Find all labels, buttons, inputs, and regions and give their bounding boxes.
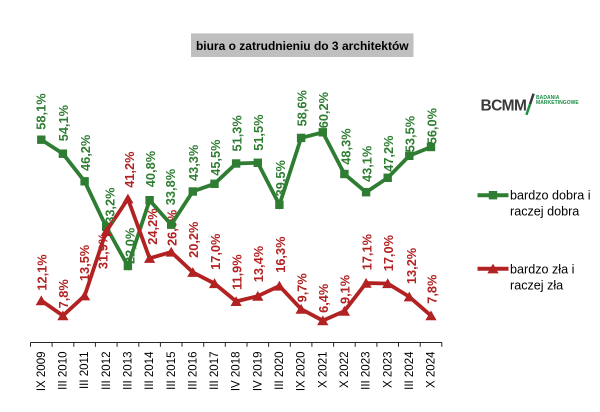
svg-text:X 2022: X 2022	[339, 352, 351, 388]
svg-text:III 2012: III 2012	[101, 352, 113, 390]
svg-text:III 2015: III 2015	[166, 352, 178, 390]
svg-text:60,2%: 60,2%	[316, 91, 331, 128]
svg-text:48,3%: 48,3%	[339, 128, 354, 165]
svg-text:41,2%: 41,2%	[122, 151, 137, 188]
svg-text:33,8%: 33,8%	[163, 168, 178, 205]
svg-text:9,1%: 9,1%	[338, 274, 353, 304]
svg-text:51,3%: 51,3%	[229, 115, 244, 152]
svg-text:III 2014: III 2014	[144, 351, 156, 390]
svg-text:22,0%: 22,0%	[123, 227, 138, 264]
svg-text:11,9%: 11,9%	[229, 254, 244, 290]
svg-text:45,5%: 45,5%	[208, 139, 223, 176]
svg-text:58,1%: 58,1%	[34, 93, 49, 130]
svg-text:51,5%: 51,5%	[251, 114, 266, 151]
svg-text:17,1%: 17,1%	[359, 233, 374, 270]
svg-text:bardzo dobra i: bardzo dobra i	[510, 189, 591, 203]
svg-text:13,5%: 13,5%	[77, 244, 92, 281]
svg-text:33,2%: 33,2%	[103, 187, 118, 224]
svg-text:20,2%: 20,2%	[186, 221, 201, 258]
svg-text:7,8%: 7,8%	[56, 279, 71, 309]
svg-text:bardzo zła i: bardzo zła i	[510, 262, 574, 276]
svg-text:III 2016: III 2016	[187, 352, 199, 390]
svg-text:raczej zła: raczej zła	[510, 278, 563, 292]
svg-text:53,5%: 53,5%	[403, 115, 418, 152]
svg-text:X 2021: X 2021	[317, 352, 329, 388]
svg-text:47,2%: 47,2%	[381, 135, 396, 172]
svg-text:24,2%: 24,2%	[145, 208, 160, 245]
svg-text:MARKETINGOWE: MARKETINGOWE	[536, 100, 579, 106]
svg-text:54,1%: 54,1%	[56, 104, 71, 141]
svg-text:III 2010: III 2010	[58, 352, 70, 390]
svg-text:BCMM: BCMM	[481, 98, 527, 115]
svg-text:biura o zatrudnieniu do 3 arch: biura o zatrudnieniu do 3 architektów	[196, 39, 409, 53]
svg-text:III 2017: III 2017	[209, 352, 221, 390]
svg-text:9,7%: 9,7%	[294, 273, 309, 303]
svg-text:III 2013: III 2013	[123, 352, 135, 390]
svg-text:43,1%: 43,1%	[359, 145, 374, 182]
svg-text:12,1%: 12,1%	[35, 254, 50, 291]
svg-text:16,3%: 16,3%	[273, 236, 288, 273]
svg-text:BADANIA: BADANIA	[536, 95, 560, 101]
svg-text:6,4%: 6,4%	[316, 283, 331, 313]
svg-text:7,8%: 7,8%	[424, 274, 439, 304]
svg-text:IV 2019: IV 2019	[252, 352, 264, 392]
svg-text:46,2%: 46,2%	[78, 134, 93, 171]
svg-text:13,2%: 13,2%	[404, 247, 419, 284]
svg-text:X 2023: X 2023	[382, 352, 394, 388]
svg-text:40,8%: 40,8%	[143, 150, 158, 187]
svg-text:58,6%: 58,6%	[294, 89, 309, 126]
svg-text:III 2023: III 2023	[361, 352, 373, 390]
svg-text:56,0%: 56,0%	[424, 107, 439, 144]
svg-text:III 2011: III 2011	[79, 352, 91, 390]
svg-text:43,3%: 43,3%	[186, 144, 201, 181]
svg-text:III 2024: III 2024	[404, 351, 416, 390]
svg-text:39,5%: 39,5%	[273, 159, 288, 196]
svg-text:13,4%: 13,4%	[251, 245, 266, 282]
svg-text:X 2024: X 2024	[426, 351, 438, 388]
svg-text:31,9%: 31,9%	[96, 232, 111, 269]
svg-text:17,0%: 17,0%	[208, 233, 223, 270]
svg-text:IX 2020: IX 2020	[296, 352, 308, 392]
svg-text:III 2020: III 2020	[274, 352, 286, 390]
svg-text:17,0%: 17,0%	[381, 234, 396, 271]
svg-text:IX 2009: IX 2009	[36, 352, 48, 392]
svg-text:raczej dobra: raczej dobra	[510, 205, 579, 219]
svg-text:IV 2018: IV 2018	[231, 352, 243, 392]
